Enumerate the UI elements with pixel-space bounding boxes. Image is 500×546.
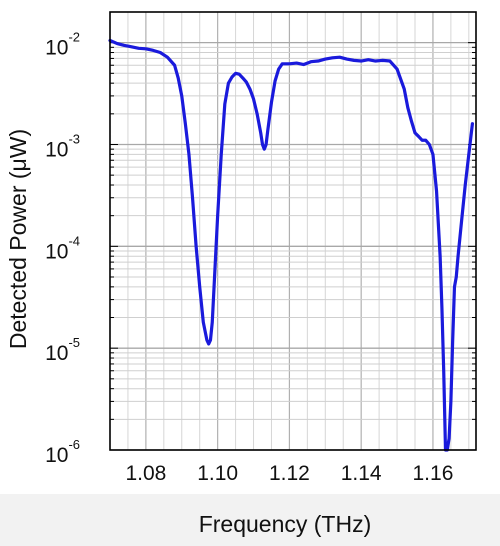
y-tick-label: 10-6 — [45, 437, 80, 467]
plot-frame — [109, 11, 477, 451]
grid-lines — [109, 11, 476, 451]
x-tick-label: 1.08 — [125, 462, 166, 485]
y-tick-label: 10-2 — [45, 30, 80, 60]
x-axis-title: Frequency (THz) — [199, 511, 372, 537]
footer-band — [0, 494, 500, 546]
x-tick-label: 1.16 — [413, 462, 454, 485]
y-axis-title: Detected Power (μW) — [5, 129, 31, 349]
x-tick-label: 1.12 — [269, 462, 310, 485]
y-tick-label: 10-5 — [45, 335, 80, 365]
x-tick-label: 1.14 — [341, 462, 382, 485]
tick-labels: 1.08 1.10 1.12 1.14 1.16 10-2 10-3 10-4 10-5 10-6 — [45, 30, 453, 485]
x-tick-label: 1.10 — [197, 462, 238, 485]
y-tick-label: 10-3 — [45, 131, 80, 161]
series-line — [108, 38, 475, 452]
series-layer — [108, 38, 475, 452]
y-tick-label: 10-4 — [45, 233, 80, 263]
